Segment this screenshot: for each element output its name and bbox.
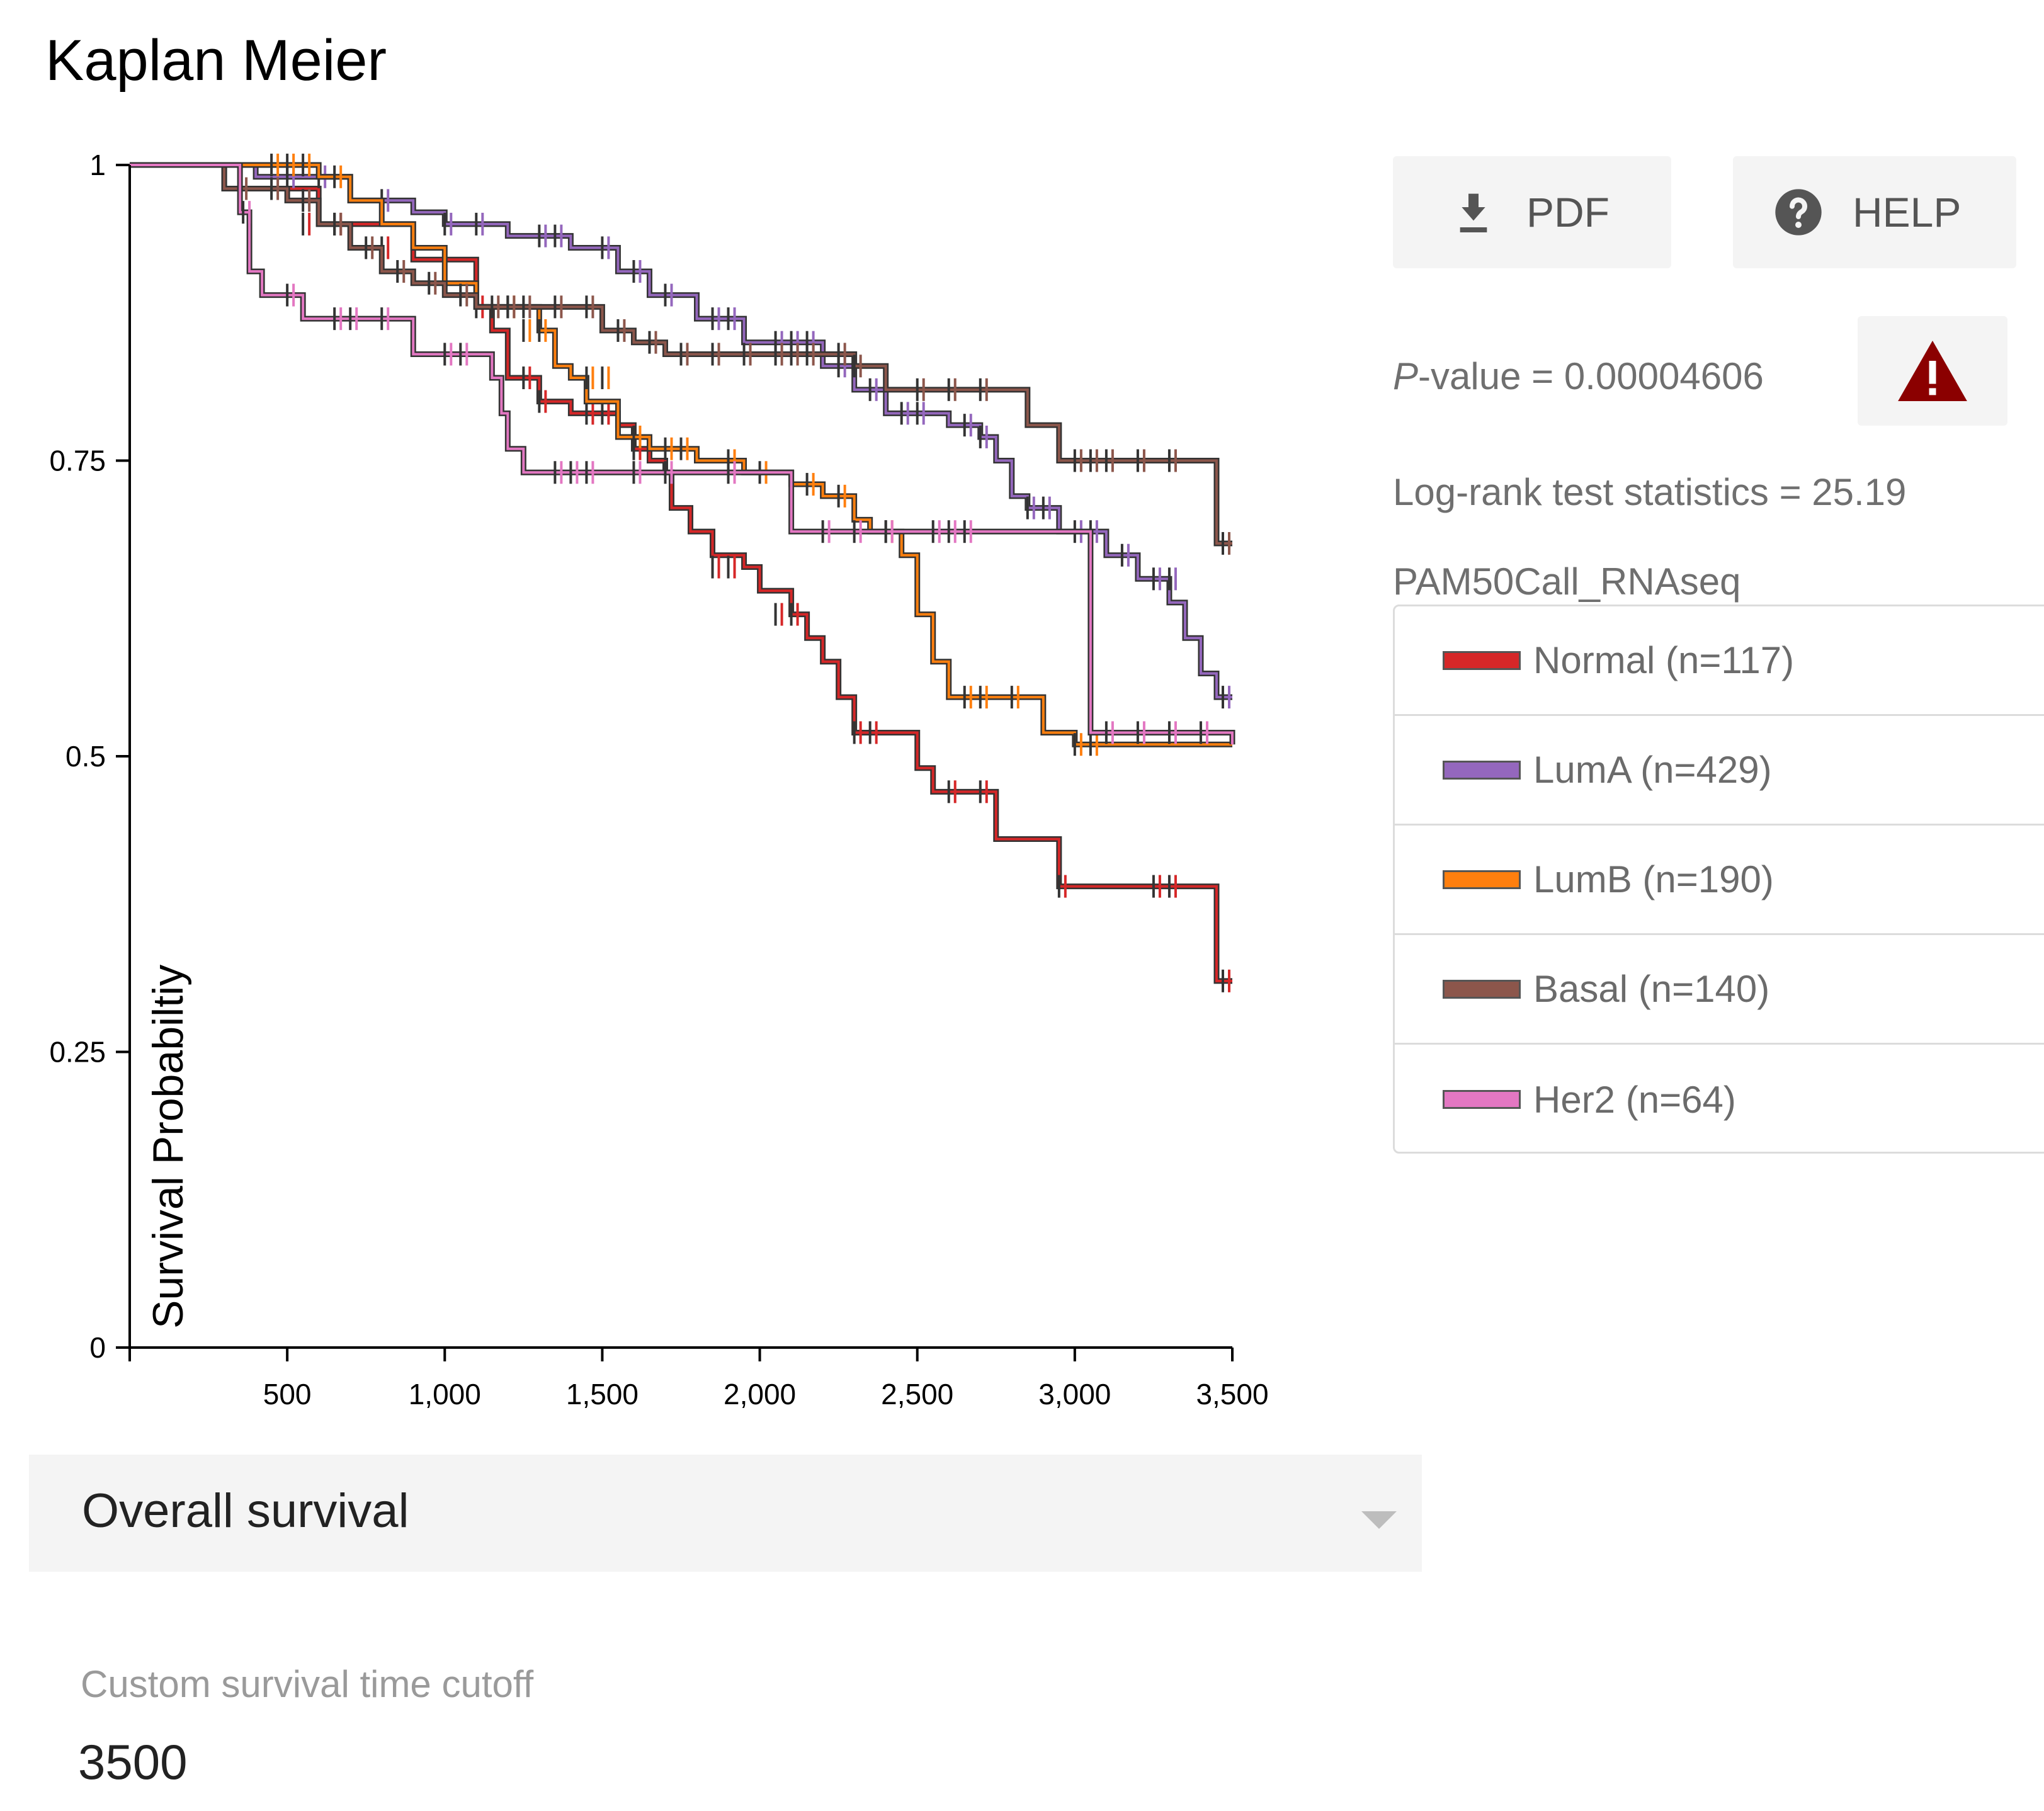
series-luma [130, 162, 1232, 709]
chevron-down-icon [1361, 1511, 1397, 1529]
p-value-text: P-value = 0.00004606 [1393, 351, 1764, 402]
help-circle-icon [1775, 189, 1822, 236]
series-lumb [130, 154, 1232, 756]
warning-button[interactable] [1858, 316, 2007, 426]
legend-label: Normal (n=117) [1533, 639, 1795, 681]
series-line-outline [130, 162, 1232, 700]
cutoff-input[interactable] [78, 1732, 834, 1792]
p-value-italic-prefix: P [1393, 355, 1419, 397]
axis-ticks: 500 1,000 1,500 2,000 2,500 3,000 3,500 0 0.25 0.… [49, 149, 1268, 1411]
series-her2 [130, 162, 1235, 745]
y-tick-label: 0.75 [49, 445, 106, 477]
legend-label: Basal (n=140) [1533, 968, 1770, 1010]
log-rank-text: Log-rank test statistics = 25.19 [1393, 471, 1907, 513]
survival-type-value: Overall survival [82, 1484, 409, 1538]
pdf-button[interactable]: PDF [1393, 156, 1671, 268]
x-tick-label: 2,000 [724, 1378, 796, 1411]
survival-curves [130, 154, 1235, 992]
y-tick-label: 0.25 [49, 1036, 106, 1069]
series-line [130, 164, 1232, 746]
series-line [130, 164, 1232, 545]
cutoff-label: Custom survival time cutoff [81, 1663, 534, 1705]
legend-item[interactable]: LumB (n=190) [1395, 826, 2044, 935]
series-line [130, 164, 1234, 745]
legend-swatch [1443, 1090, 1521, 1109]
y-tick-label: 0.5 [65, 740, 106, 773]
x-tick-label: 500 [263, 1378, 312, 1411]
legend-item[interactable]: Basal (n=140) [1395, 935, 2044, 1045]
grouping-label: PAM50Call_RNAseq [1393, 560, 1741, 603]
x-tick-label: 2,500 [881, 1378, 953, 1411]
y-tick-label: 1 [89, 149, 106, 181]
legend: Normal (n=117) LumA (n=429) LumB (n=190)… [1393, 605, 2044, 1154]
survival-type-select[interactable]: Overall survival [29, 1455, 1422, 1572]
kaplan-meier-chart: 500 1,000 1,500 2,000 2,500 3,000 3,500 0 0.25 0.… [49, 149, 1268, 1411]
y-axis-label: Survival Probabiltiy [144, 965, 192, 1329]
series-normal [130, 162, 1232, 992]
legend-item[interactable]: Her2 (n=64) [1395, 1045, 2044, 1152]
series-line [130, 164, 1232, 982]
page-title: Kaplan Meier [45, 28, 387, 93]
warning-triangle-icon [1898, 341, 1967, 401]
help-button-label: HELP [1853, 189, 1962, 236]
legend-label: LumB (n=190) [1533, 858, 1774, 900]
download-icon [1460, 193, 1487, 232]
legend-item[interactable]: LumA (n=429) [1395, 716, 2044, 826]
legend-label: Her2 (n=64) [1533, 1078, 1736, 1121]
legend-swatch [1443, 760, 1521, 780]
help-button[interactable]: HELP [1733, 156, 2016, 268]
x-tick-label: 3,500 [1196, 1378, 1268, 1411]
x-tick-label: 1,000 [409, 1378, 481, 1411]
series-line-outline [130, 162, 1232, 984]
pdf-button-label: PDF [1526, 189, 1610, 236]
legend-swatch [1443, 650, 1521, 670]
series-basal [130, 162, 1232, 555]
legend-swatch [1443, 870, 1521, 889]
x-tick-label: 3,000 [1038, 1378, 1111, 1411]
legend-label: LumA (n=429) [1533, 749, 1772, 791]
x-tick-label: 1,500 [566, 1378, 639, 1411]
p-value-rest: -value = 0.00004606 [1418, 355, 1764, 397]
legend-swatch [1443, 979, 1521, 999]
y-tick-label: 0 [89, 1331, 106, 1364]
series-line [130, 164, 1232, 699]
legend-item[interactable]: Normal (n=117) [1395, 606, 2044, 716]
